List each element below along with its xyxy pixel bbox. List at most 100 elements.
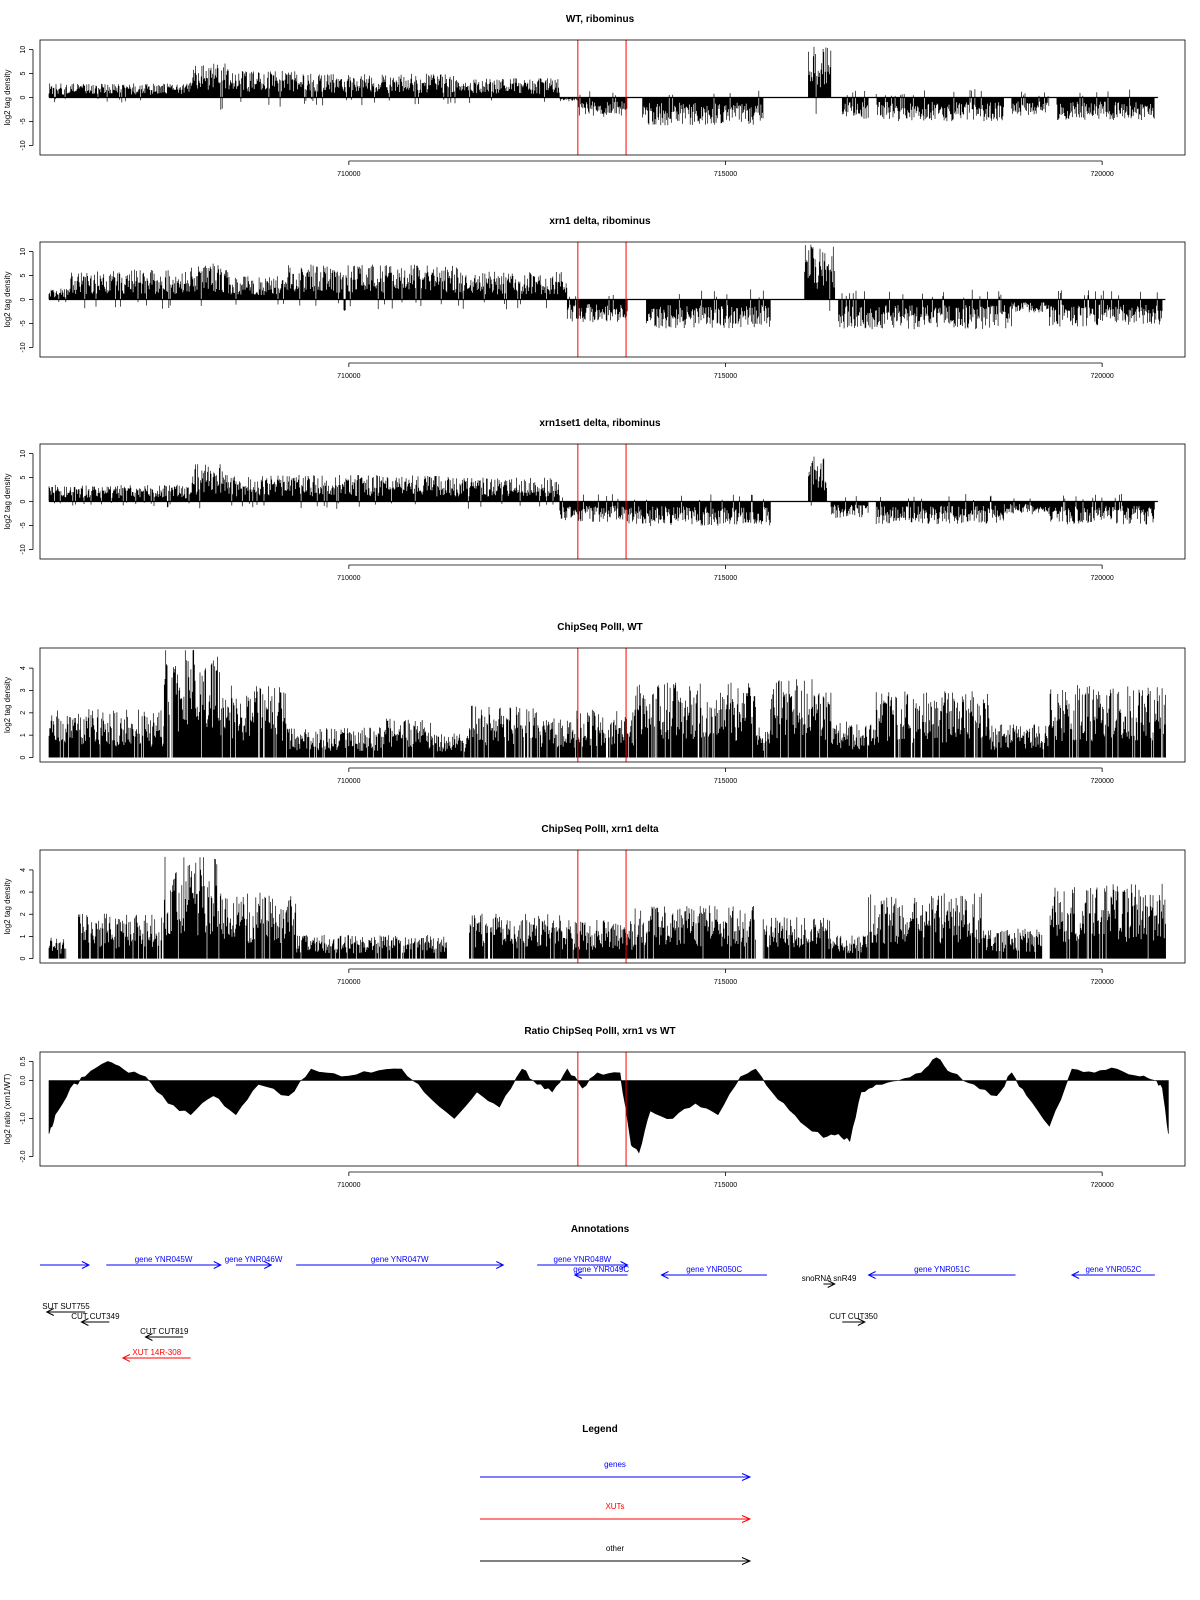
y-tick-label: 5 xyxy=(20,273,27,277)
chart-panel-4: ChipSeq PolII, WT log2 tag density 0 1 2 3 4 71… xyxy=(3,622,1186,785)
annotation-feature: gene YNR048W xyxy=(537,1255,629,1269)
x-tick-label: 720000 xyxy=(1090,979,1113,986)
x-tick-label: 715000 xyxy=(714,979,737,986)
x-tick-label: 710000 xyxy=(337,979,360,986)
x-tick-label: 720000 xyxy=(1090,1182,1113,1189)
x-tick-label: 715000 xyxy=(714,575,737,582)
legend-panel: Legend genes XUTs other xyxy=(480,1424,752,1565)
y-tick-label: 5 xyxy=(20,475,27,479)
legend-label: other xyxy=(606,1544,625,1553)
annotation-label: gene YNR048W xyxy=(554,1255,612,1264)
arrow-head-left xyxy=(45,1308,55,1316)
y-tick-label: 0.0 xyxy=(20,1076,27,1086)
chart-panel-2: xrn1 delta, ribominus log2 tag density -10… xyxy=(3,216,1186,380)
annotation-feature: XUT 14R-308 xyxy=(121,1348,191,1362)
chart-title: WT, ribominus xyxy=(566,14,635,25)
ratio-area xyxy=(48,1057,1169,1154)
y-tick-label: 2 xyxy=(20,711,27,715)
annotation-label: gene YNR050C xyxy=(686,1265,742,1274)
legend-arrow-head xyxy=(741,1557,752,1565)
y-tick-label: 5 xyxy=(20,71,27,75)
annotation-label: gene YNR051C xyxy=(914,1265,970,1274)
x-tick-label: 710000 xyxy=(337,1182,360,1189)
y-tick-label: 10 xyxy=(20,46,27,54)
y-tick-label: 4 xyxy=(20,868,27,872)
y-tick-label: -10 xyxy=(20,140,27,150)
chart-panel-3: xrn1set1 delta, ribominus log2 tag densit… xyxy=(3,418,1186,582)
arrow-head-right xyxy=(81,1261,91,1269)
arrow-head-right xyxy=(264,1261,273,1269)
plot-frame xyxy=(39,647,1186,763)
annotation-feature: gene YNR052C xyxy=(1070,1265,1155,1279)
annotation-label: XUT 14R-308 xyxy=(132,1348,181,1357)
annotation-label: CUT CUT350 xyxy=(829,1312,878,1321)
y-axis-label: log2 tag density xyxy=(3,878,12,934)
annotation-feature xyxy=(40,1261,91,1269)
x-tick-label: 710000 xyxy=(337,373,360,380)
x-tick-label: 715000 xyxy=(714,1182,737,1189)
y-tick-label: 0 xyxy=(20,499,27,503)
arrow-head-left xyxy=(144,1333,153,1341)
y-tick-label: -10 xyxy=(20,544,27,554)
legend-item: XUTs xyxy=(480,1502,752,1523)
legend-item: genes xyxy=(480,1460,752,1481)
x-tick-label: 715000 xyxy=(714,171,737,178)
legend-label: XUTs xyxy=(605,1502,624,1511)
annotation-label: snoRNA snR49 xyxy=(802,1274,857,1283)
arrow-head-right xyxy=(620,1261,629,1269)
plot-frame xyxy=(39,39,1186,156)
arrow-head-left xyxy=(121,1354,131,1362)
x-tick-label: 710000 xyxy=(337,778,360,785)
y-tick-label: 10 xyxy=(20,248,27,256)
legend-arrow-head xyxy=(741,1515,752,1523)
chart-panel-5: ChipSeq PolII, xrn1 delta log2 tag densit… xyxy=(3,824,1186,986)
annotation-feature: gene YNR047W xyxy=(296,1255,505,1269)
legend-arrow-head xyxy=(741,1473,752,1481)
chart-panel-6: Ratio ChipSeq PolII, xrn1 vs WT log2 rati… xyxy=(3,1026,1186,1189)
series xyxy=(48,650,1166,758)
arrow-head-right xyxy=(213,1261,222,1269)
y-tick-label: -5 xyxy=(20,522,27,528)
x-tick-label: 715000 xyxy=(714,778,737,785)
y-tick-label: 3 xyxy=(20,688,27,692)
legend-title: Legend xyxy=(582,1424,618,1435)
chart-title: xrn1 delta, ribominus xyxy=(549,216,651,227)
chart-title: ChipSeq PolII, WT xyxy=(557,622,643,633)
annotation-feature: CUT CUT819 xyxy=(140,1327,189,1341)
chart-title: ChipSeq PolII, xrn1 delta xyxy=(541,824,659,835)
x-tick-label: 720000 xyxy=(1090,778,1113,785)
annotation-label: SUT SUT755 xyxy=(42,1302,90,1311)
annotation-feature: gene YNR045W xyxy=(106,1255,222,1269)
plot-frame xyxy=(39,1051,1186,1167)
y-tick-label: 0.5 xyxy=(20,1057,27,1067)
annotations-title: Annotations xyxy=(571,1224,630,1235)
annotations-panel: Annotations gene YNR045W gene YNR046W gene … xyxy=(40,1224,1155,1362)
y-tick-label: 0 xyxy=(20,957,27,961)
arrow-head-left xyxy=(660,1271,669,1279)
signal-bars xyxy=(48,244,1163,330)
annotation-label: gene YNR049C xyxy=(573,1265,629,1274)
plot-frame xyxy=(39,443,1186,560)
annotation-label: CUT CUT819 xyxy=(140,1327,189,1336)
y-tick-label: 10 xyxy=(20,450,27,458)
annotation-label: gene YNR045W xyxy=(135,1255,193,1264)
arrow-head-right xyxy=(496,1261,505,1269)
arrow-head-left xyxy=(867,1271,876,1279)
arrow-head-right xyxy=(827,1280,836,1288)
plot-frame xyxy=(39,241,1186,358)
arrow-head-left xyxy=(1070,1271,1080,1279)
series xyxy=(48,244,1166,330)
chart-title: Ratio ChipSeq PolII, xrn1 vs WT xyxy=(524,1026,675,1037)
y-tick-label: -1.0 xyxy=(20,1112,27,1124)
annotation-feature: gene YNR049C xyxy=(573,1265,629,1279)
annotation-feature: gene YNR046W xyxy=(225,1255,283,1269)
arrow-head-left xyxy=(80,1318,89,1326)
series xyxy=(48,1057,1169,1154)
y-tick-label: -5 xyxy=(20,118,27,124)
chart-title: xrn1set1 delta, ribominus xyxy=(539,418,661,429)
y-tick-label: 0 xyxy=(20,297,27,301)
annotation-label: gene YNR047W xyxy=(371,1255,429,1264)
y-tick-label: 2 xyxy=(20,912,27,916)
y-tick-label: 1 xyxy=(20,733,27,737)
